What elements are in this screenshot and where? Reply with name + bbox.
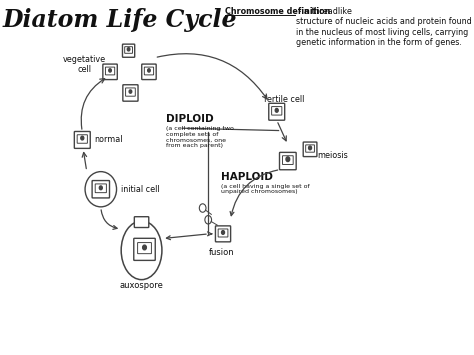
FancyBboxPatch shape (283, 156, 293, 164)
FancyBboxPatch shape (74, 131, 90, 148)
Circle shape (286, 157, 290, 162)
FancyBboxPatch shape (103, 64, 117, 80)
Text: DIPLOID: DIPLOID (165, 114, 213, 125)
Circle shape (148, 69, 150, 72)
FancyBboxPatch shape (269, 103, 285, 120)
FancyBboxPatch shape (77, 135, 87, 143)
FancyBboxPatch shape (123, 85, 138, 101)
Text: fertile cell: fertile cell (264, 94, 304, 104)
Circle shape (143, 245, 146, 250)
FancyBboxPatch shape (105, 67, 115, 75)
FancyBboxPatch shape (92, 181, 109, 198)
Text: (a cell containing two
complete sets of
chromosomes, one
from each parent): (a cell containing two complete sets of … (165, 126, 234, 148)
Circle shape (275, 109, 278, 112)
Text: auxospore: auxospore (119, 282, 164, 290)
FancyBboxPatch shape (134, 238, 155, 260)
FancyBboxPatch shape (137, 242, 151, 254)
Text: Diatom Life Cycle: Diatom Life Cycle (2, 9, 237, 32)
FancyBboxPatch shape (272, 106, 282, 115)
Circle shape (309, 146, 311, 150)
Text: HAPLOID: HAPLOID (221, 172, 273, 182)
Text: Chromosome definition: Chromosome definition (225, 7, 330, 16)
FancyBboxPatch shape (218, 229, 228, 237)
Text: (a cell having a single set of
unpaired chromosomes): (a cell having a single set of unpaired … (221, 184, 310, 195)
FancyBboxPatch shape (95, 184, 106, 193)
Circle shape (221, 230, 225, 234)
Text: normal: normal (94, 135, 123, 144)
Circle shape (100, 186, 102, 190)
Text: initial cell: initial cell (121, 185, 160, 194)
FancyBboxPatch shape (280, 152, 296, 170)
FancyBboxPatch shape (142, 64, 156, 80)
FancyBboxPatch shape (134, 217, 149, 228)
FancyBboxPatch shape (125, 47, 133, 53)
FancyBboxPatch shape (144, 67, 154, 75)
Circle shape (129, 90, 132, 93)
FancyBboxPatch shape (306, 145, 314, 152)
Text: meiosis: meiosis (318, 151, 348, 160)
FancyBboxPatch shape (126, 88, 135, 96)
FancyBboxPatch shape (215, 226, 231, 242)
Circle shape (128, 48, 130, 51)
Text: vegetative
cell: vegetative cell (63, 55, 106, 75)
Circle shape (81, 136, 84, 140)
Circle shape (109, 69, 111, 72)
Text: fusion: fusion (209, 248, 234, 257)
FancyBboxPatch shape (303, 142, 317, 157)
Text: - a threadlike
structure of nucleic acids and protein found
in the nucleus of mo: - a threadlike structure of nucleic acid… (296, 7, 472, 47)
FancyBboxPatch shape (122, 44, 135, 57)
